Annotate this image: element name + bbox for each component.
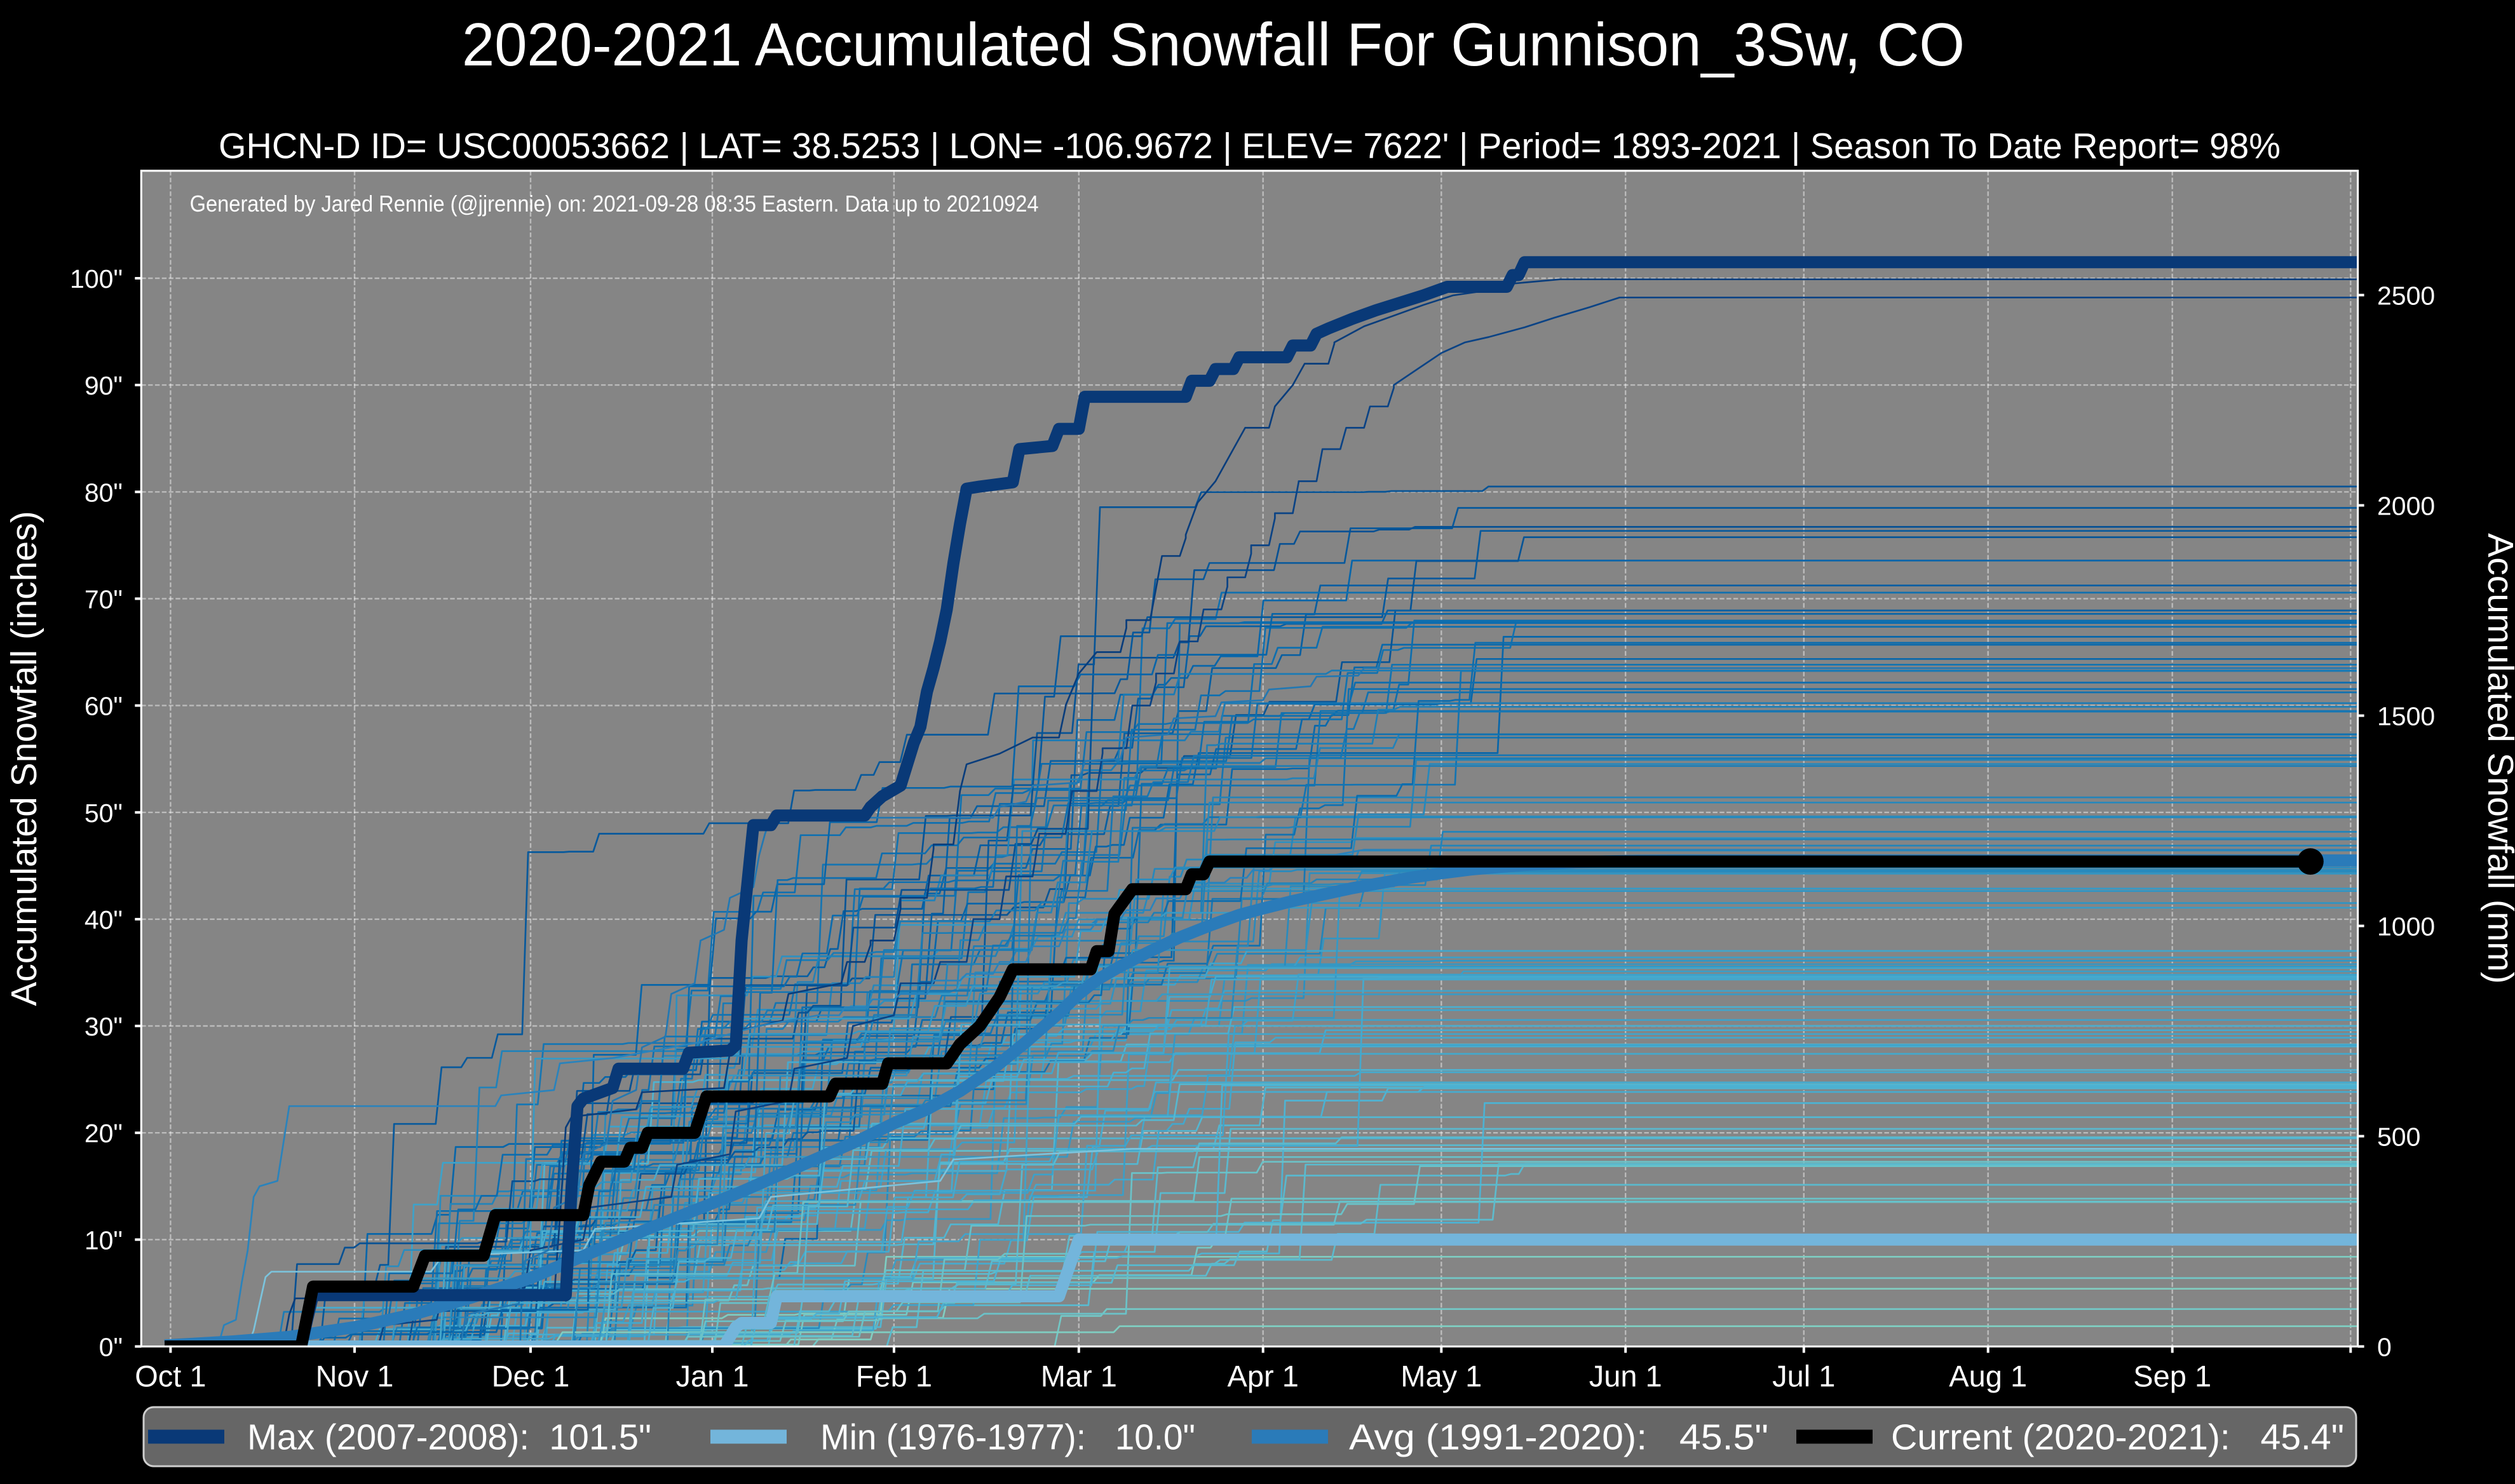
svg-text:Feb 1: Feb 1: [856, 1359, 932, 1393]
svg-text:500: 500: [2377, 1123, 2420, 1152]
svg-text:1500: 1500: [2377, 702, 2435, 731]
svg-text:80": 80": [85, 478, 123, 507]
svg-text:Jan 1: Jan 1: [676, 1359, 749, 1393]
svg-text:40": 40": [85, 905, 123, 934]
svg-text:Sep 1: Sep 1: [2133, 1359, 2211, 1393]
svg-text:Min (1976-1977): 10.0": Min (1976-1977): 10.0": [820, 1417, 1195, 1458]
svg-text:50": 50": [85, 799, 123, 828]
svg-text:70": 70": [85, 584, 123, 614]
svg-text:2020-2021 Accumulated Snowfall: 2020-2021 Accumulated Snowfall For Gunni…: [462, 11, 1965, 79]
svg-text:Accumulated Snowfall (inches): Accumulated Snowfall (inches): [4, 511, 44, 1006]
svg-text:0: 0: [2377, 1333, 2392, 1362]
svg-text:1000: 1000: [2377, 912, 2435, 941]
svg-text:2000: 2000: [2377, 492, 2435, 521]
svg-text:Current (2020-2021): 45.4": Current (2020-2021): 45.4": [1891, 1417, 2344, 1458]
svg-text:2500: 2500: [2377, 281, 2435, 311]
svg-text:60": 60": [85, 692, 123, 721]
svg-text:0": 0": [99, 1333, 123, 1362]
svg-text:Dec 1: Dec 1: [492, 1359, 570, 1393]
svg-text:20": 20": [85, 1119, 123, 1148]
svg-text:Accumulated Snowfall (mm): Accumulated Snowfall (mm): [2480, 533, 2515, 984]
svg-text:100": 100": [70, 264, 123, 293]
svg-text:30": 30": [85, 1012, 123, 1041]
svg-text:Generated by Jared Rennie (@jj: Generated by Jared Rennie (@jjrennie) on…: [190, 191, 1039, 217]
svg-text:Aug 1: Aug 1: [1949, 1359, 2027, 1393]
svg-text:90": 90": [85, 371, 123, 400]
svg-text:Nov 1: Nov 1: [316, 1359, 394, 1393]
svg-text:Jul 1: Jul 1: [1772, 1359, 1835, 1393]
svg-text:Apr 1: Apr 1: [1228, 1359, 1299, 1393]
svg-text:10": 10": [85, 1225, 123, 1255]
svg-text:Avg (1991-2020): 45.5": Avg (1991-2020): 45.5": [1349, 1417, 1768, 1458]
svg-text:Jun 1: Jun 1: [1589, 1359, 1662, 1393]
svg-text:May 1: May 1: [1400, 1359, 1482, 1393]
svg-text:Oct 1: Oct 1: [135, 1359, 206, 1393]
svg-text:Max (2007-2008): 101.5": Max (2007-2008): 101.5": [247, 1417, 651, 1458]
svg-text:Mar 1: Mar 1: [1041, 1359, 1117, 1393]
svg-text:GHCN-D ID= USC00053662 | LAT=: GHCN-D ID= USC00053662 | LAT= 38.5253 | …: [219, 126, 2281, 166]
